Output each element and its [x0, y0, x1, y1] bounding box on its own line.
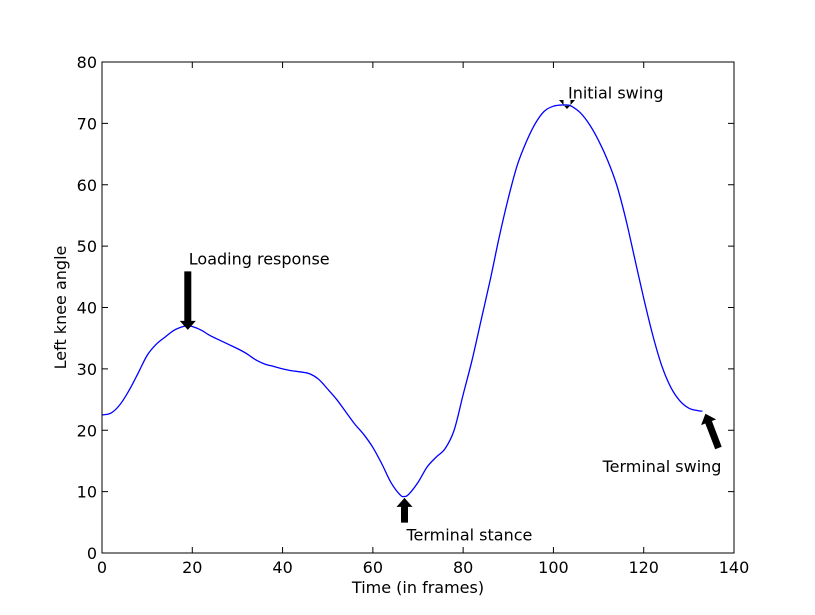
annotations-layer: Loading response Terminal stance Initial s… [179, 84, 722, 545]
x-tick-label-140: 140 [719, 558, 750, 577]
series-line-0 [101, 104, 703, 498]
x-tick-label-0: 0 [97, 558, 107, 577]
plot-layer [101, 104, 703, 498]
y-tick-label-0: 0 [87, 544, 97, 563]
annotation-label-1: Terminal stance [405, 526, 532, 545]
annotation-label-2: Initial swing [568, 84, 664, 103]
x-tick-label-40: 40 [272, 558, 292, 577]
axes-layer: 0 20 40 60 80 100 120 140 0 10 20 30 40 50 60 70 80 [77, 53, 750, 577]
y-tick-label-40: 40 [77, 299, 97, 318]
x-tick-label-20: 20 [182, 558, 202, 577]
y-tick-label-80: 80 [77, 53, 97, 72]
x-tick-label-120: 120 [628, 558, 659, 577]
y-tick-label-30: 30 [77, 360, 97, 379]
annotation-arrow-2 [559, 100, 575, 109]
annotation-arrow-3 [701, 413, 722, 450]
annotation-arrow-1 [396, 497, 413, 523]
y-tick-label-60: 60 [77, 176, 97, 195]
x-axis-title: Time (in frames) [351, 578, 484, 597]
annotation-label-0: Loading response [189, 249, 330, 268]
x-tick-label-100: 100 [538, 558, 569, 577]
x-tick-label-80: 80 [453, 558, 473, 577]
x-tick-label-60: 60 [363, 558, 383, 577]
y-tick-label-50: 50 [77, 237, 97, 256]
y-tick-label-10: 10 [77, 483, 97, 502]
annotation-arrow-0 [179, 271, 196, 330]
annotation-label-3: Terminal swing [602, 457, 722, 476]
y-axis-title: Left knee angle [51, 246, 70, 370]
y-tick-label-70: 70 [77, 114, 97, 133]
y-tick-label-20: 20 [77, 421, 97, 440]
